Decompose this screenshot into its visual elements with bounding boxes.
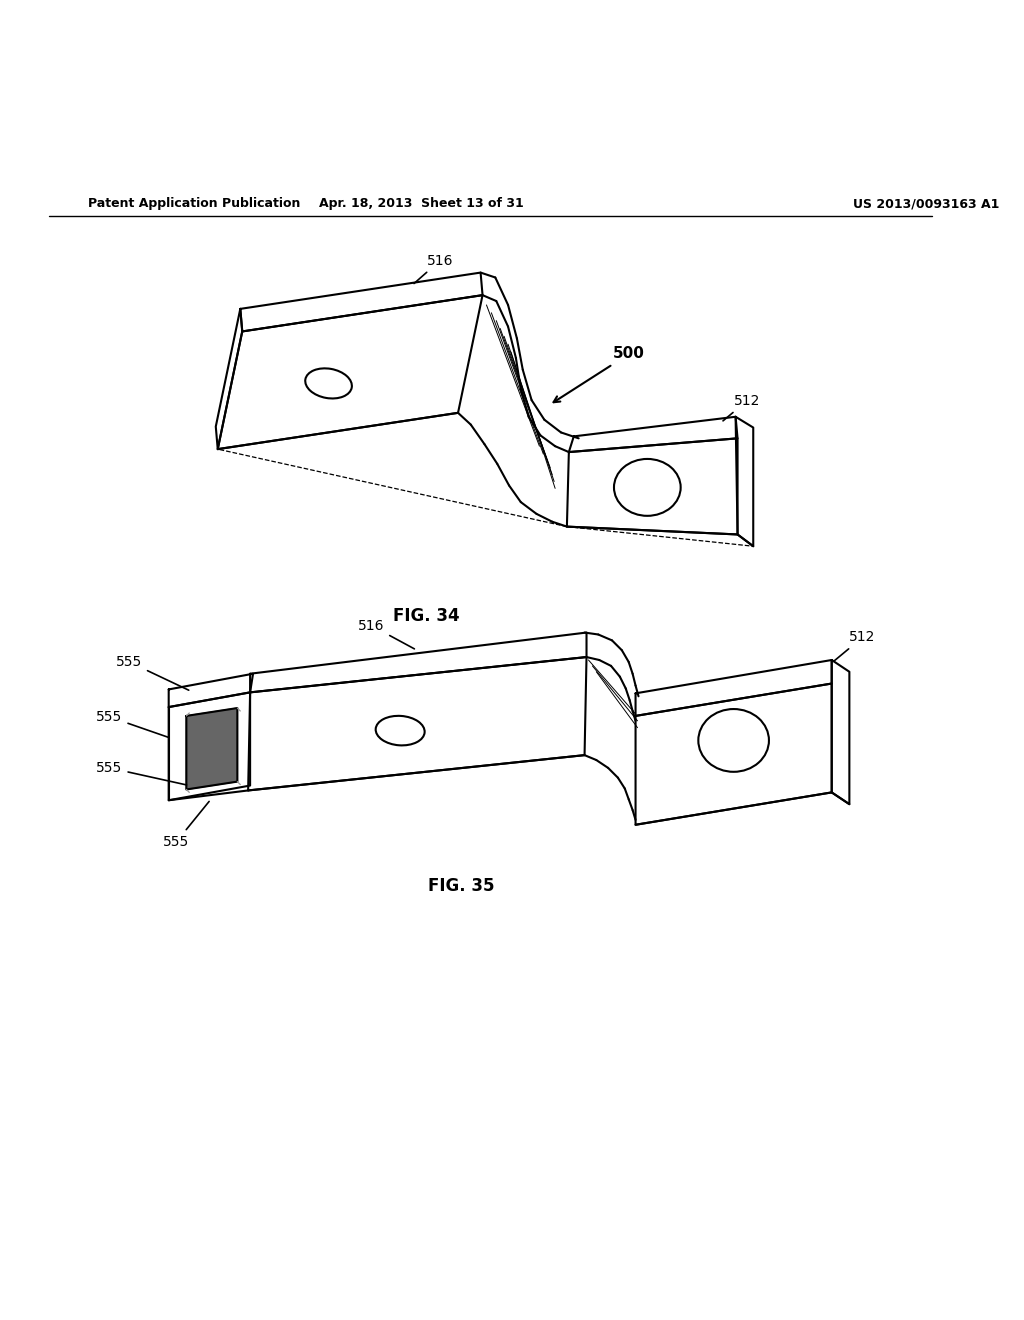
Polygon shape	[250, 632, 587, 693]
Text: US 2013/0093163 A1: US 2013/0093163 A1	[853, 198, 999, 210]
Polygon shape	[567, 438, 737, 535]
Polygon shape	[218, 296, 482, 449]
Text: Apr. 18, 2013  Sheet 13 of 31: Apr. 18, 2013 Sheet 13 of 31	[319, 198, 524, 210]
Text: 516: 516	[414, 253, 454, 284]
Polygon shape	[636, 660, 831, 715]
Polygon shape	[241, 273, 482, 331]
Ellipse shape	[376, 715, 425, 746]
Ellipse shape	[698, 709, 769, 772]
Polygon shape	[831, 660, 849, 804]
Text: 512: 512	[834, 631, 876, 661]
Text: 516: 516	[358, 619, 415, 649]
Text: FIG. 34: FIG. 34	[393, 607, 460, 624]
Ellipse shape	[305, 368, 352, 399]
Polygon shape	[636, 684, 831, 825]
Polygon shape	[569, 417, 737, 451]
Text: 512: 512	[723, 393, 760, 421]
Text: 555: 555	[96, 710, 169, 738]
Polygon shape	[216, 309, 243, 449]
Polygon shape	[735, 417, 754, 546]
Text: 555: 555	[116, 655, 188, 690]
Polygon shape	[248, 657, 587, 791]
Text: 500: 500	[554, 346, 645, 403]
Ellipse shape	[614, 459, 681, 516]
Text: 555: 555	[164, 801, 209, 849]
Polygon shape	[186, 708, 238, 789]
Polygon shape	[169, 693, 250, 800]
Text: Patent Application Publication: Patent Application Publication	[88, 198, 301, 210]
Text: FIG. 35: FIG. 35	[428, 876, 495, 895]
Polygon shape	[169, 673, 253, 708]
Text: 555: 555	[96, 760, 186, 785]
